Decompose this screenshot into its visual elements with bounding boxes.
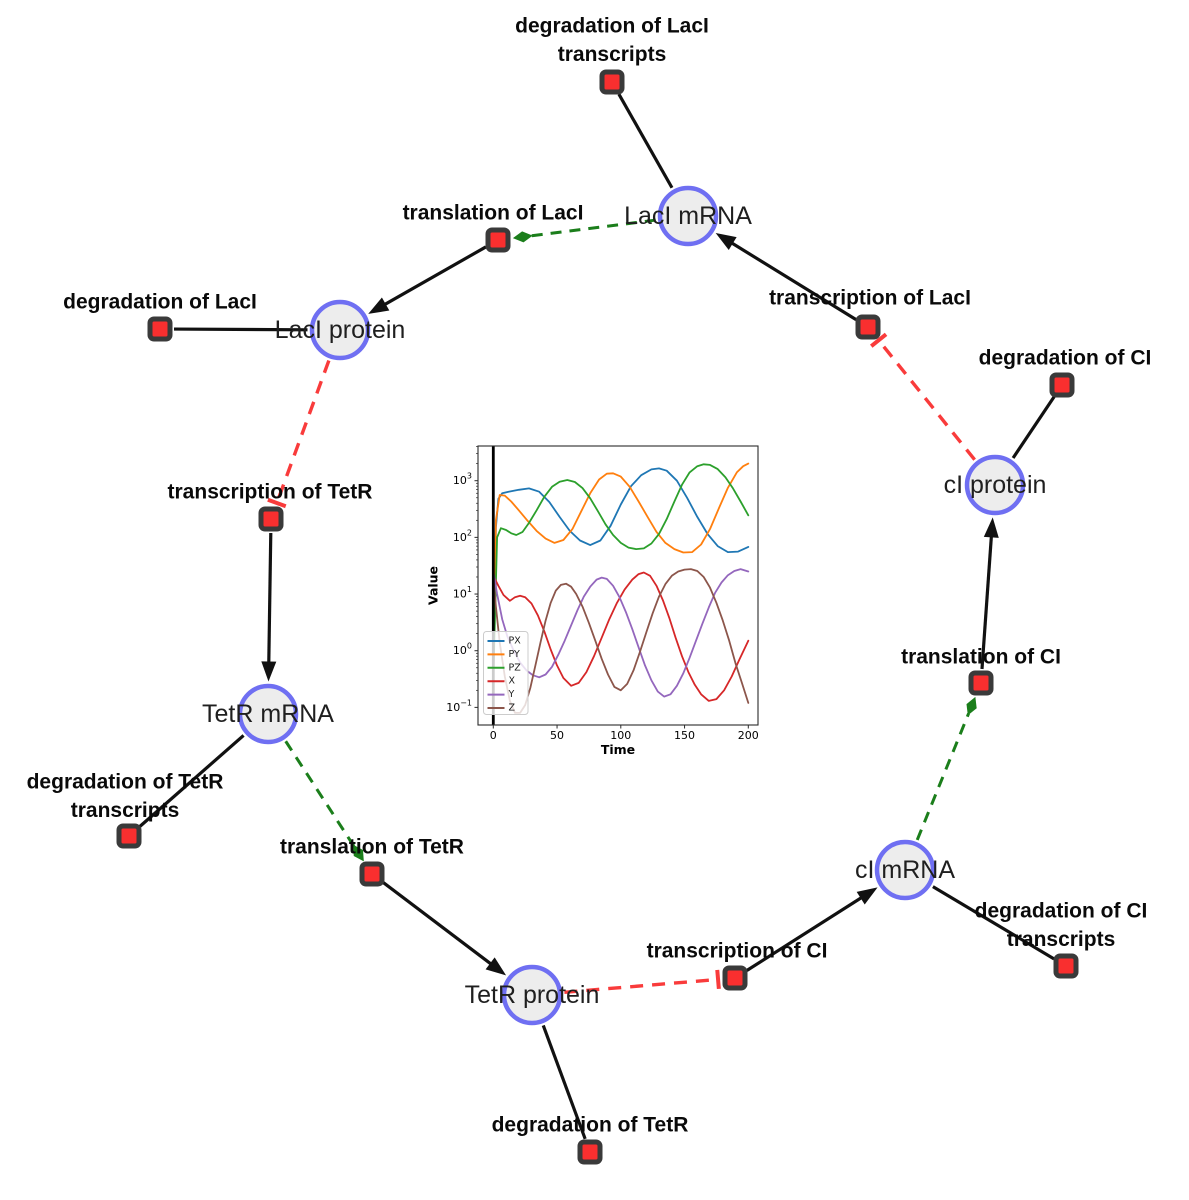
edge-inhibition-ci-protein-transcription-laci (877, 339, 976, 461)
reaction-label-transcription-tetr: transcription of TetR (168, 481, 373, 504)
edge-production-transcription-ci-ci-mrna (745, 893, 868, 972)
species-label-tetr-protein: TetR protein (465, 981, 600, 1009)
label-layer: degradation of LacI transcripts translatio… (27, 15, 1152, 1137)
species-label-tetr-mrna: TetR mRNA (202, 700, 334, 728)
legend-label-Y: Y (508, 689, 515, 700)
chart-series-Y (492, 568, 750, 698)
modifier-arrowhead-icon (352, 844, 364, 862)
reaction-label-translation-laci: translation of LacI (403, 202, 584, 225)
reaction-label-transcription-laci: transcription of LacI (769, 287, 971, 310)
legend-label-X: X (509, 676, 516, 687)
species-node-tetr-protein (501, 964, 563, 1026)
reaction-label-deg-laci-transcripts: degradation of LacI (515, 15, 709, 38)
edge-layer (138, 93, 1056, 1140)
inhibition-tbar-icon (715, 969, 721, 990)
reaction-label-deg-tetr: degradation of TetR (492, 1114, 689, 1137)
reaction-label-transcription-ci: transcription of CI (647, 940, 828, 963)
chart-series-PY (492, 462, 750, 682)
arrowhead-icon (261, 661, 277, 682)
reaction-node-transcription-ci (722, 965, 748, 991)
arrowhead-icon (368, 297, 390, 314)
species-node-ci-mrna (874, 839, 936, 901)
species-label-ci-mrna: cI mRNA (855, 856, 955, 884)
inhibition-tbar-icon (869, 332, 888, 348)
reaction-node-deg-ci-transcripts (1053, 953, 1079, 979)
edge-production-transcription-tetr-tetr-mrna (267, 532, 273, 669)
edge-production-translation-tetr-tetr-protein (382, 881, 497, 969)
reaction-node-transcription-tetr (258, 506, 284, 532)
reaction-node-deg-laci-transcripts (599, 69, 625, 95)
edge-modifier-laci-mrna-translation-laci (530, 218, 656, 238)
chart-ylabel: Value (426, 566, 441, 605)
chart-xlabel: Time (601, 742, 635, 757)
x-tick-label: 150 (674, 729, 695, 742)
legend-label-PY: PY (509, 649, 521, 660)
reaction-label-deg-laci-transcripts: transcripts (558, 43, 667, 66)
reaction-node-translation-ci (968, 670, 994, 696)
chart-series-PX (492, 467, 750, 682)
edge-production-translation-laci-laci-protein (378, 245, 487, 309)
edge-consumption-ci-protein-deg-ci (1011, 395, 1056, 459)
node-layer (116, 69, 1079, 1165)
edge-consumption-tetr-mrna-deg-tetr-transcripts (138, 734, 245, 828)
reaction-node-translation-tetr (359, 861, 385, 887)
chart-series-X (492, 571, 750, 702)
reaction-node-deg-tetr (577, 1139, 603, 1165)
legend-box (483, 631, 529, 715)
edge-consumption-ci-mrna-deg-ci-transcripts (932, 885, 1055, 961)
chart-spines (477, 445, 759, 726)
species-node-tetr-mrna (237, 683, 299, 745)
species-node-laci-protein (309, 299, 371, 361)
reaction-label-deg-tetr-transcripts: transcripts (71, 799, 180, 822)
x-tick-label: 100 (610, 729, 631, 742)
chart-series-PZ (492, 463, 750, 682)
reaction-node-deg-laci (147, 316, 173, 342)
modifier-arrowhead-icon (966, 696, 977, 716)
reaction-label-translation-ci: translation of CI (901, 646, 1061, 669)
reaction-label-deg-tetr-transcripts: degradation of TetR (27, 771, 224, 794)
reaction-label-deg-ci: degradation of CI (979, 347, 1152, 370)
chart-curves (492, 462, 750, 714)
x-tick-label: 50 (550, 729, 564, 742)
reaction-label-translation-tetr: translation of TetR (280, 836, 464, 859)
chart-legend: PX PY PZ XYZ (483, 631, 529, 715)
x-tick-label: 0 (490, 729, 497, 742)
edge-inhibition-laci-protein-transcription-tetr (275, 359, 331, 504)
species-label-laci-mrna: LacI mRNA (624, 202, 752, 230)
reaction-node-translation-laci (485, 227, 511, 253)
reaction-label-deg-laci: degradation of LacI (63, 291, 257, 314)
arrowhead-icon (485, 957, 507, 976)
reaction-label-deg-ci-transcripts: degradation of CI (975, 900, 1148, 923)
legend-label-PZ: PZ (509, 662, 522, 673)
species-label-ci-protein: cI protein (944, 471, 1047, 499)
reaction-node-deg-ci (1049, 372, 1075, 398)
legend-label-PX: PX (509, 636, 522, 647)
species-label-laci-protein: LacI protein (275, 316, 406, 344)
inhibition-tbar-icon (267, 497, 287, 509)
reaction-node-transcription-laci (855, 314, 881, 340)
species-node-ci-protein (964, 454, 1026, 516)
inset-chart: 0 50 100 150 20010−1100101102103TimeValuePXP… (420, 436, 772, 764)
edge-consumption-laci-protein-deg-laci (173, 327, 308, 332)
edge-production-translation-ci-ci-protein (980, 530, 994, 670)
chart-background (420, 436, 772, 764)
legend-label-Z: Z (509, 703, 516, 714)
reaction-node-deg-tetr-transcripts (116, 823, 142, 849)
edge-modifier-tetr-mrna-translation-tetr (284, 740, 356, 848)
edge-modifier-ci-mrna-translation-ci (915, 713, 970, 841)
reaction-label-deg-ci-transcripts: transcripts (1007, 928, 1116, 951)
edge-consumption-laci-mrna-deg-laci-transcripts (617, 93, 674, 189)
arrowhead-icon (856, 887, 878, 905)
edge-inhibition-tetr-protein-transcription-ci (564, 977, 719, 994)
edge-consumption-tetr-protein-deg-tetr (541, 1024, 587, 1140)
arrowhead-icon (715, 233, 737, 250)
modifier-arrowhead-icon (512, 231, 533, 243)
arrowhead-icon (983, 517, 999, 538)
species-node-laci-mrna (657, 185, 719, 247)
edge-production-transcription-laci-laci-mrna (725, 238, 857, 322)
x-tick-label: 200 (738, 729, 759, 742)
